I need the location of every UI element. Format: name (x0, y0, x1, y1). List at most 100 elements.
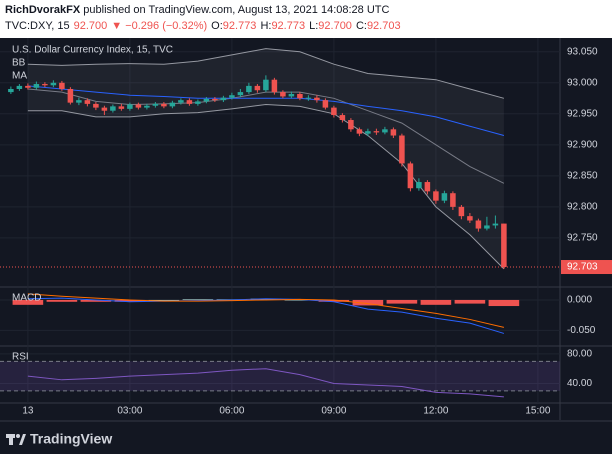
bb-line (27, 104, 505, 270)
ma-line (27, 85, 505, 137)
candle-body (16, 85, 23, 89)
logo (6, 434, 26, 445)
candle-body (297, 93, 303, 99)
author: RichDvorakFX (5, 4, 81, 16)
signal-line (27, 293, 505, 328)
candle-body (441, 193, 448, 201)
candle-body (101, 107, 108, 111)
x-tick-label: 03:00 (117, 406, 142, 417)
pane-title: U.S. Dollar Currency Index, 15, TVC (12, 45, 173, 56)
rsi-line (27, 368, 504, 398)
price-tag (561, 260, 612, 275)
y-tick-label: 80.00 (567, 349, 592, 360)
symbol-line: TVC:DXY, 15 92.700 ▼ −0.296 (−0.32%) O:92.7… (5, 20, 401, 32)
candle-body (458, 206, 465, 217)
plot-area (0, 38, 560, 403)
candle-body (93, 103, 99, 108)
x-tick-label: 12:00 (423, 406, 448, 417)
candle-body (246, 85, 252, 93)
candle-body (280, 92, 286, 97)
macd-line (27, 297, 505, 334)
candle-body (365, 131, 371, 134)
histogram-bar (454, 299, 486, 304)
candle-body (382, 129, 388, 133)
candle-body (407, 163, 414, 189)
bb-line (27, 48, 505, 99)
candle-body (254, 85, 261, 91)
change: ▼ −0.296 (−0.32%) (111, 20, 208, 32)
histogram-bar (352, 299, 384, 306)
histogram-bar (80, 299, 112, 302)
candle-body (127, 104, 133, 109)
candle-body (322, 100, 329, 108)
candle-body (314, 97, 320, 101)
candle-body (152, 103, 159, 106)
candle-body (373, 131, 380, 133)
ohlc-label: C: (355, 20, 367, 32)
candle-body (229, 95, 235, 98)
candle-body (220, 97, 227, 101)
band-fill (0, 361, 560, 391)
x-tick-label: 09:00 (321, 406, 346, 417)
logo-part (16, 434, 20, 438)
candle-body (118, 106, 125, 109)
histogram-bar (182, 299, 214, 300)
histogram-bar (420, 299, 452, 305)
candle-body (501, 223, 507, 268)
candle-body (25, 85, 31, 88)
candle-body (450, 193, 456, 207)
histogram-bar (488, 299, 520, 307)
indicator-label: BB (12, 58, 26, 69)
histogram-bar (46, 299, 78, 302)
y-tick-label: 92.950 (567, 108, 598, 119)
published: published on TradingView.com, August 13,… (83, 4, 390, 16)
y-tick-label: 40.00 (567, 378, 592, 389)
histogram-bar (318, 299, 350, 302)
candle-body (67, 89, 74, 103)
candle-body (390, 129, 397, 136)
candle-body (348, 120, 354, 130)
candle-body (331, 107, 337, 116)
candle-body (161, 103, 167, 107)
candle-body (8, 89, 14, 93)
candle-body (135, 104, 142, 108)
candle-body (76, 100, 82, 103)
candle-body (305, 97, 312, 99)
x-tick-label: 06:00 (219, 406, 244, 417)
candle-body (237, 92, 244, 96)
histogram-bar (12, 299, 44, 305)
pane-title: RSI (12, 352, 29, 363)
candle-body (484, 225, 490, 229)
publish-line: RichDvorakFX published on TradingView.co… (5, 4, 389, 16)
x-tick-label: 15:00 (525, 406, 550, 417)
candle-body (84, 100, 91, 104)
candle-body (416, 182, 422, 189)
candle-body (42, 84, 48, 86)
candle-body (169, 102, 176, 107)
y-tick-label: 93.000 (567, 77, 598, 88)
candle-body (467, 216, 473, 221)
histogram-bar (386, 299, 418, 304)
pane-title: MACD (12, 293, 41, 304)
candle-body (424, 182, 431, 192)
histogram-bar (284, 299, 316, 301)
candle-body (263, 79, 269, 91)
candle-body (186, 100, 193, 104)
candle-body (288, 93, 295, 97)
ohlc-value: 92.700 (318, 20, 352, 32)
x-tick-label: 13 (22, 406, 34, 417)
ohlc-label: H: (260, 20, 272, 32)
candle-body (433, 191, 439, 201)
candle-body (110, 106, 116, 111)
candle-body (212, 98, 218, 101)
candle-body (50, 82, 57, 86)
candle-body (59, 82, 65, 89)
ohlc-label: L: (309, 20, 319, 32)
y-tick-label: 93.050 (567, 46, 598, 57)
price-tag-label: 92.703 (567, 262, 598, 273)
y-tick-label: -0.050 (567, 325, 596, 336)
header: RichDvorakFX published on TradingView.co… (0, 0, 612, 38)
last-price: 92.700 (73, 20, 108, 32)
candle-body (195, 101, 201, 104)
